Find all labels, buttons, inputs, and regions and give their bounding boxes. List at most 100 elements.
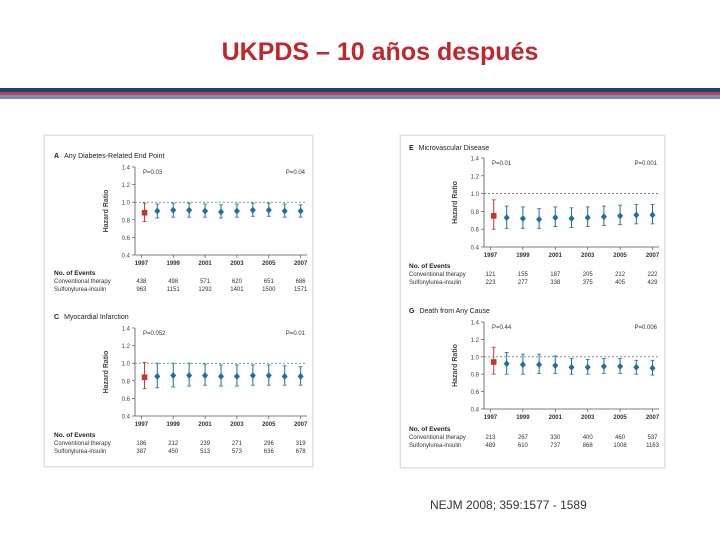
panel-e-x-tick-label: 1997 (484, 253, 498, 259)
panel-a-events-value: 1571 (294, 287, 308, 293)
panel-e-data-point (519, 215, 526, 223)
panel-g-data-point (584, 363, 591, 371)
panel-g-events-value: 868 (583, 443, 594, 449)
panel-e-data-point (600, 213, 607, 221)
title-rule-middle (0, 92, 720, 95)
panel-c-data-point (202, 372, 209, 380)
panel-c-header: C Myocardial Infarction (54, 314, 129, 321)
panel-e-data-point (633, 211, 640, 219)
panel-c-x-tick-label: 2003 (230, 422, 244, 428)
panel-e-data-point (649, 211, 656, 219)
panel-e-events-value: 277 (518, 280, 529, 286)
panel-c-events-value: 212 (168, 441, 179, 447)
panel-e-title: Microvascular Disease (419, 145, 490, 152)
panel-e-y-tick-label: 1.4 (471, 157, 480, 163)
panel-g-events-value: 537 (648, 435, 659, 441)
panel-c-title: Myocardial Infarction (64, 314, 129, 321)
panel-e-events-value: 155 (518, 272, 529, 278)
panel-a-y-tick-label: 0.8 (122, 218, 131, 224)
panel-c-x-tick-label: 2001 (198, 422, 212, 428)
panel-g-x-tick-label: 2003 (581, 415, 595, 421)
panel-g-events-value: 460 (615, 435, 626, 441)
panel-c-x-tick-label: 1999 (167, 422, 181, 428)
right-figure-panel: E Microvascular Disease Hazard Ratio 0.4 0.6… (400, 135, 665, 468)
panel-g-header: G Death from Any Cause (409, 308, 490, 315)
chart-panel-g: G Death from Any Cause Hazard Ratio 0.4 0.6 0… (409, 308, 660, 449)
panel-a-events-value: 438 (136, 279, 147, 285)
panel-c-y-axis-label: Hazard Ratio (103, 351, 110, 394)
panel-e-events-value: 429 (648, 280, 659, 286)
panel-e-events-row-label: Conventional therapy (409, 272, 466, 278)
chart-panel-e: E Microvascular Disease Hazard Ratio 0.4 0.6… (409, 145, 660, 286)
panel-c-events-value: 271 (232, 441, 243, 447)
panel-c-y-tick-label: 0.6 (122, 397, 131, 403)
panel-c-data-point (281, 372, 288, 380)
panel-c-data-point (170, 372, 177, 380)
panel-e-events-value: 121 (485, 272, 496, 278)
panel-g-y-tick-label: 1.0 (471, 355, 480, 361)
title-rule-top (0, 88, 720, 92)
panel-c-events-value: 239 (200, 441, 211, 447)
panel-c-events-row-label: Conventional therapy (54, 441, 111, 447)
panel-a-letter: A (54, 153, 59, 160)
panel-e-data-point (552, 214, 559, 222)
panel-a-data-point (249, 206, 256, 214)
panel-e-events-value: 212 (615, 272, 626, 278)
panel-g-events-row-label: Sulfonylurea-insulin (409, 443, 461, 449)
panel-g-x-tick-label: 2005 (613, 415, 627, 421)
citation: NEJM 2008; 359:1577 - 1589 (430, 498, 587, 512)
panel-e-y-tick-label: 0.6 (471, 228, 480, 234)
panel-g-y-tick-label: 0.4 (471, 408, 480, 414)
panel-a-x-tick-label: 1997 (135, 261, 149, 267)
panel-e-x-tick-label: 2007 (646, 253, 660, 259)
panel-a-events-value: 1401 (230, 287, 244, 293)
panel-a-y-axis-label: Hazard Ratio (103, 190, 110, 233)
panel-e-events-value: 222 (648, 272, 659, 278)
panel-a-events-value: 651 (264, 279, 275, 285)
panel-e-y-tick-label: 0.4 (471, 246, 480, 252)
panel-a-events-value: 1151 (167, 287, 181, 293)
panel-e-header: E Microvascular Disease (409, 145, 489, 152)
panel-c-events-value: 513 (200, 449, 211, 455)
panel-e-data-point (536, 215, 543, 223)
panel-c-data-point (186, 372, 193, 380)
panel-g-x-tick-label: 2001 (549, 415, 563, 421)
panel-a-baseline-point (141, 209, 148, 216)
panel-e-events-value: 338 (550, 280, 561, 286)
panel-e-events-row-label: Sulfonylurea-insulin (409, 280, 461, 286)
panel-c-data-point (265, 372, 272, 380)
panel-g-data-point (568, 363, 575, 371)
left-figure-panel: A Any Diabetes-Related End Point Hazard Ra… (44, 135, 313, 467)
panel-e-data-point (568, 215, 575, 223)
panel-c-y-tick-label: 0.4 (122, 415, 131, 421)
panel-a-data-point (218, 208, 224, 216)
right-figure-svg: E Microvascular Disease Hazard Ratio 0.4 0.6… (409, 145, 660, 449)
panel-c-y-tick-label: 1.4 (122, 327, 131, 333)
panel-c-data-point (233, 372, 240, 380)
panel-c-x-tick-label: 2005 (262, 422, 276, 428)
panel-g-y-axis-label: Hazard Ratio (452, 344, 459, 387)
panel-a-events-header: No. of Events (54, 270, 96, 277)
panel-a-header: A Any Diabetes-Related End Point (54, 153, 165, 160)
panel-e-y-axis-label: Hazard Ratio (452, 181, 459, 224)
title-rule-bottom (0, 95, 720, 99)
panel-c-baseline-point (141, 374, 148, 381)
panel-e-x-tick-label: 2005 (613, 253, 627, 259)
panel-g-p-value-left: P=0.44 (492, 325, 512, 331)
panel-a-y-tick-label: 1.4 (122, 166, 131, 172)
panel-c-events-value: 296 (264, 441, 275, 447)
panel-g-events-value: 1008 (613, 443, 627, 449)
panel-a-y-tick-label: 0.4 (122, 254, 131, 260)
panel-g-p-value-right: P=0.006 (634, 325, 657, 331)
panel-c-p-value-left: P=0.052 (143, 331, 166, 337)
panel-a-data-point (297, 207, 304, 215)
panel-g-letter: G (409, 308, 415, 315)
panel-e-y-tick-label: 1.0 (471, 192, 480, 198)
panel-g-x-tick-label: 1999 (516, 415, 530, 421)
panel-g-data-point (536, 361, 543, 369)
panel-a-x-tick-label: 2001 (198, 261, 212, 267)
panel-g-data-point (552, 362, 559, 369)
panel-g-x-tick-label: 1997 (484, 415, 498, 421)
panel-c-data-point (297, 372, 304, 380)
panel-c-events-value: 450 (168, 449, 179, 455)
